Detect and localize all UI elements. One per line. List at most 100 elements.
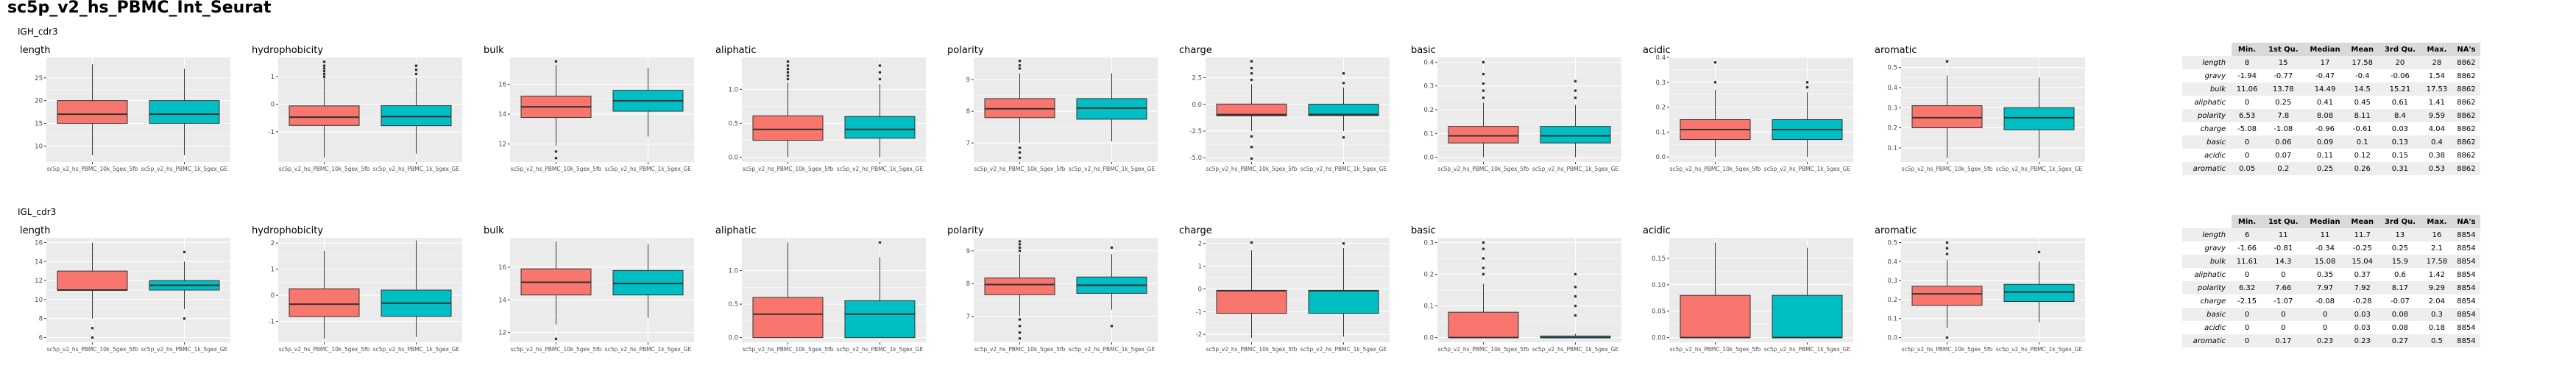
boxplot-svg: basic 0.0 0.1 0.2 0.3 sc5p_v2_hs_PBMC_10k_5ge… [1411, 225, 1621, 353]
y-tick-label: 0 [271, 292, 275, 300]
table-cell: 8854 [2452, 334, 2480, 347]
boxplot-svg: charge -5.0 -2.5 0.0 2.5 sc5p_v2_hs_PBMC_10k_… [1179, 45, 1390, 172]
table-row: aromatic 0.05 0.2 0.25 0.26 0.31 0.53 8862 [2182, 162, 2480, 175]
table-cell: 11 [2262, 228, 2304, 241]
table-cell: 6 [2232, 228, 2263, 241]
table-cell: 14.3 [2262, 255, 2304, 268]
table-cell: 8862 [2452, 82, 2480, 96]
outlier-point [1250, 66, 1253, 70]
y-tick-label: 0.1 [1423, 130, 1434, 138]
table-cell: 0 [2304, 308, 2346, 321]
table-cell: -0.47 [2315, 71, 2335, 80]
column-header: Min. [2232, 215, 2263, 228]
table-cell: 8854 [2457, 297, 2476, 306]
panel-title: length [20, 225, 50, 236]
outlier-point [878, 241, 882, 244]
x-tick-label: sc5p_v2_hs_PBMC_10k_5gex_5fb [1902, 166, 1993, 172]
outlier-point [786, 71, 790, 74]
y-tick-label: -1 [1196, 308, 1202, 316]
table-cell: 0.1 [2346, 135, 2379, 149]
boxplot-svg: polarity 7 8 9 sc5p_v2_hs_PBMC_10k_5gex_5fb s… [947, 45, 1158, 172]
y-tick-label: 0.3 [1887, 278, 1897, 285]
x-tick-label: sc5p_v2_hs_PBMC_10k_5gex_5fb [1206, 346, 1298, 353]
outlier-point [878, 64, 882, 67]
table-cell: 28 [2421, 56, 2452, 69]
boxplot-panel-aliphatic: aliphatic 0.0 0.5 1.0 sc5p_v2_hs_PBMC_10k_5g… [714, 43, 935, 190]
outlier-point [1574, 272, 1577, 276]
y-tick-label: 9 [966, 248, 970, 255]
outlier-point [786, 64, 790, 67]
boxplot-panel-basic: basic 0.0 0.1 0.2 0.3 0.4 sc5p_v2_hs_PBMC_10k_… [1409, 43, 1630, 190]
y-tick-label: 15 [35, 121, 43, 128]
table-cell: 17.53 [2421, 82, 2452, 96]
y-tick-label: 0.3 [1423, 239, 1434, 247]
table-cell: 0.2 [2262, 162, 2304, 175]
y-tick-label: 0.1 [1887, 316, 1897, 323]
box-iqr [1448, 126, 1519, 144]
column-header: 1st Qu. [2262, 43, 2304, 56]
outlier-point [554, 150, 558, 153]
box-iqr [1216, 103, 1287, 116]
outlier-point [1018, 67, 1022, 70]
table-cell: 17 [2304, 56, 2346, 69]
panel-title: acidic [1643, 225, 1671, 236]
outlier-point [1945, 336, 1949, 339]
table-cell: -1.07 [2274, 297, 2293, 306]
panel-title: aromatic [1875, 225, 1917, 236]
y-tick-label: 0.1 [1655, 129, 1666, 136]
table-cell: 11.61 [2232, 255, 2263, 268]
y-tick-label: 12 [35, 278, 43, 285]
outlier-point [1342, 241, 1345, 245]
table-cell: 0.3 [2421, 308, 2452, 321]
x-tick-label: sc5p_v2_hs_PBMC_1k_5gex_GE [141, 346, 228, 353]
outlier-point [786, 77, 790, 81]
table-cell: 8.17 [2378, 281, 2421, 294]
outlier-point [414, 64, 418, 68]
table-cell: 0.27 [2378, 334, 2421, 347]
table-cell: 0.09 [2304, 135, 2346, 149]
y-tick-label: 0.2 [1423, 107, 1434, 114]
table-cell: -0.4 [2354, 71, 2370, 80]
table-cell: 8862 [2452, 162, 2480, 175]
y-tick-label: 1.0 [728, 268, 738, 275]
box-iqr [1772, 294, 1843, 339]
table-cell: 11 [2304, 228, 2346, 241]
table-cell: 14.5 [2346, 82, 2379, 96]
y-tick-label: 10 [35, 143, 43, 150]
panel-title: polarity [947, 45, 984, 56]
outlier-point [1945, 241, 1949, 244]
x-tick-label: sc5p_v2_hs_PBMC_10k_5gex_5fb [1206, 166, 1298, 172]
box-iqr [1448, 311, 1519, 339]
y-tick-label: 10 [35, 297, 43, 304]
panel-title: hydrophobicity [252, 45, 323, 56]
table-row: polarity 6.32 7.66 7.97 7.92 8.17 9.29 8854 [2182, 281, 2480, 294]
boxplot-panel-bulk: bulk 12 14 16 sc5p_v2_hs_PBMC_10k_5gex_5fb sc… [482, 43, 703, 190]
table-cell: 17.58 [2346, 56, 2379, 69]
table-row: acidic 0 0.07 0.11 0.12 0.15 0.38 8862 [2182, 149, 2480, 162]
outlier-point [1805, 85, 1809, 89]
table-cell: 0.25 [2391, 244, 2409, 253]
table-cell: 9.29 [2421, 281, 2452, 294]
boxplot-panel-charge: charge -5.0 -2.5 0.0 2.5 sc5p_v2_hs_PBMC_10k_… [1178, 43, 1398, 190]
panel-title: basic [1411, 45, 1436, 56]
table-cell: 8862 [2452, 109, 2480, 122]
table-row: acidic 0 0 0 0.03 0.08 0.18 8854 [2182, 321, 2480, 334]
table-cell: 8854 [2457, 270, 2476, 279]
table-cell: 0.12 [2354, 151, 2371, 160]
box-iqr [149, 100, 220, 124]
outlier-point [322, 72, 326, 76]
table-row: gravy -1.94 -0.77 -0.47 -0.4 -0.06 1.54 8862 [2182, 69, 2480, 82]
y-tick-label: 0.1 [1887, 145, 1897, 152]
outlier-point [1018, 325, 1022, 328]
y-tick-label: -1 [269, 129, 275, 136]
y-tick-label: 20 [35, 98, 43, 105]
box-iqr [381, 105, 452, 127]
outlier-point [1482, 60, 1485, 64]
table-cell: 0 [2322, 323, 2328, 332]
table-cell: 8854 [2452, 308, 2480, 321]
boxplot-panel-polarity: polarity 7 8 9 sc5p_v2_hs_PBMC_10k_5gex_5fb s… [946, 43, 1167, 190]
box-iqr [1308, 290, 1379, 314]
boxplot-svg: length 6 8 10 12 14 16 sc5p_v2_hs_PBMC_10k_5gex… [20, 225, 230, 353]
table-cell: 20 [2378, 56, 2421, 69]
y-tick-label: 7 [966, 140, 970, 147]
